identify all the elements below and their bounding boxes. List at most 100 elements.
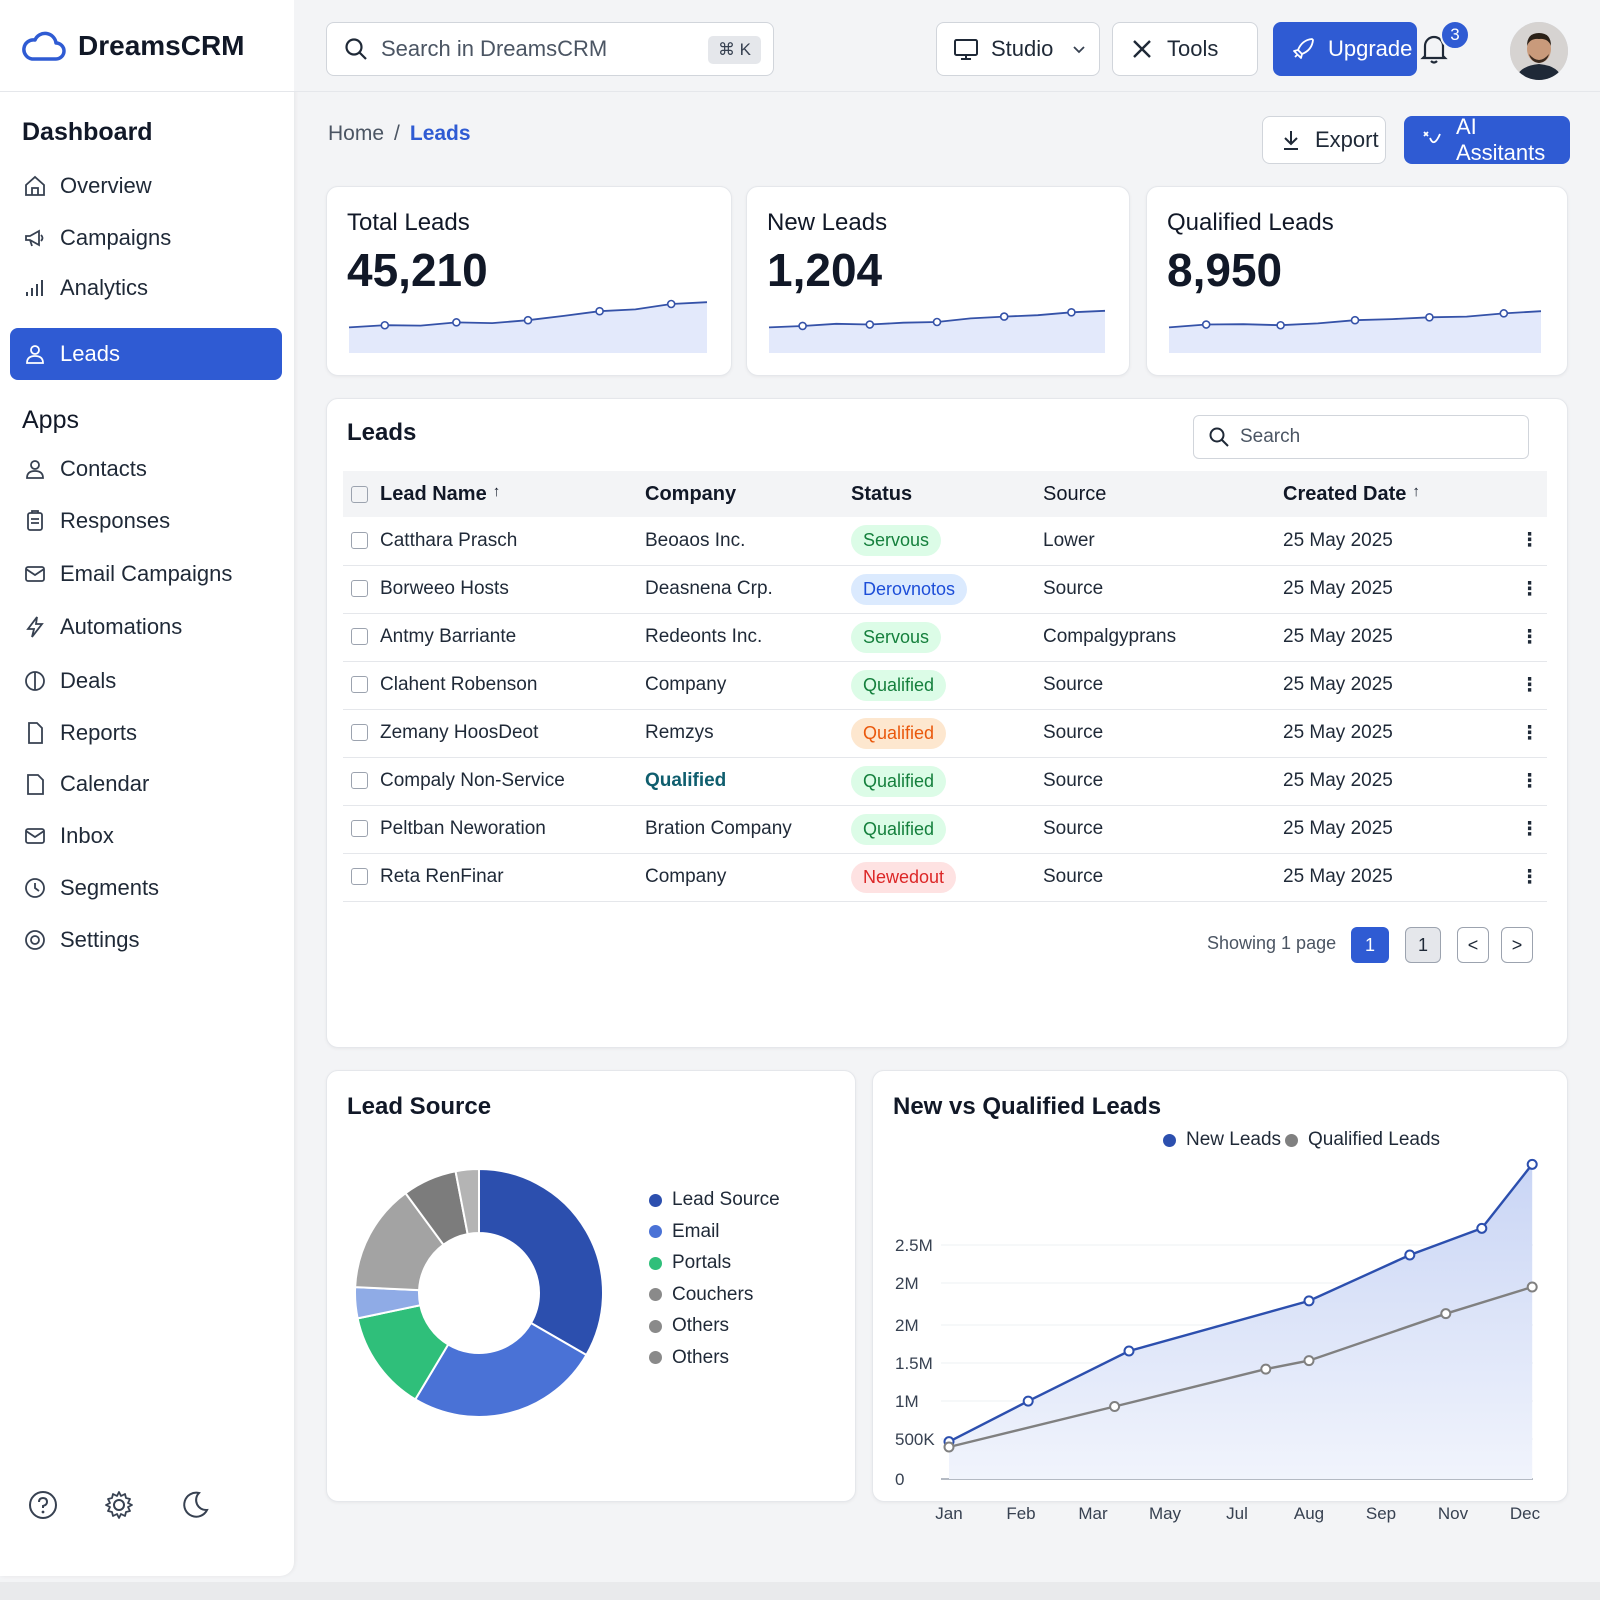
sidebar-item-overview[interactable]: Overview	[10, 160, 282, 212]
table-row[interactable]: Compaly Non-Service Qualified Qualified Sou…	[343, 757, 1547, 805]
sidebar-item-analytics[interactable]: Analytics	[10, 262, 282, 314]
moon-icon[interactable]	[180, 1490, 210, 1520]
logo[interactable]: DreamsCRM	[0, 0, 294, 92]
company-name[interactable]: Qualified	[645, 770, 727, 791]
table-row[interactable]: Clahent Robenson Company Qualified Source 25…	[343, 661, 1547, 709]
row-actions-menu[interactable]: ⋮	[1520, 674, 1539, 696]
sidebar-item-contacts[interactable]: Contacts	[10, 443, 282, 495]
row-checkbox[interactable]	[351, 628, 368, 646]
lead-name[interactable]: Compaly Non-Service	[380, 770, 565, 791]
chart-title: Lead Source	[347, 1093, 492, 1120]
row-actions-menu[interactable]: ⋮	[1520, 578, 1539, 600]
leads-table-body: Catthara Prasch Beoaos Inc. Servous Lower 25…	[343, 517, 1547, 901]
sidebar-item-segments[interactable]: Segments	[10, 862, 282, 914]
y-tick-label: 2.5M	[895, 1236, 933, 1255]
lead-name[interactable]: Zemany HoosDeot	[380, 722, 539, 743]
sidebar-item-calendar[interactable]: Calendar	[10, 758, 282, 810]
table-row[interactable]: Reta RenFinar Company Newedout Source 25 May…	[343, 853, 1547, 901]
studio-dropdown[interactable]: Studio	[936, 22, 1100, 76]
sparkline-point	[798, 321, 807, 331]
lead-name[interactable]: Peltban Neworation	[380, 818, 546, 839]
breadcrumb-home[interactable]: Home	[328, 122, 385, 145]
data-point[interactable]	[1109, 1400, 1121, 1412]
donut-slice[interactable]	[454, 1167, 480, 1236]
data-point[interactable]	[1526, 1158, 1538, 1170]
row-checkbox[interactable]	[351, 580, 368, 598]
data-point[interactable]	[1526, 1281, 1538, 1293]
row-actions-menu[interactable]: ⋮	[1520, 722, 1539, 744]
row-actions-menu[interactable]: ⋮	[1520, 626, 1539, 648]
table-row[interactable]: Zemany HoosDeot Remzys Qualified Source 25 M…	[343, 709, 1547, 757]
data-point[interactable]	[1476, 1222, 1488, 1234]
select-all-checkbox[interactable]	[351, 485, 368, 503]
pagination-next-button[interactable]: >	[1501, 927, 1533, 963]
sidebar-item-settings[interactable]: Settings	[10, 914, 282, 966]
data-point[interactable]	[1123, 1345, 1135, 1357]
avatar[interactable]	[1510, 22, 1568, 80]
row-checkbox[interactable]	[351, 820, 368, 838]
sort-icon[interactable]: ↑	[1412, 482, 1420, 500]
pagination-page-current[interactable]: 1	[1351, 927, 1389, 963]
lead-name[interactable]: Clahent Robenson	[380, 674, 538, 695]
gear-icon[interactable]	[104, 1490, 134, 1520]
table-row[interactable]: Antmy Barriante Redeonts Inc. Servous Compa…	[343, 613, 1547, 661]
lead-name[interactable]: Reta RenFinar	[380, 866, 504, 887]
table-row[interactable]: Peltban Neworation Bration Company Qualifi…	[343, 805, 1547, 853]
help-icon[interactable]	[28, 1490, 58, 1520]
column-header-company[interactable]: Company	[645, 471, 851, 517]
data-point[interactable]	[943, 1441, 955, 1453]
tools-label: Tools	[1167, 36, 1219, 61]
donut-slice[interactable]	[478, 1167, 604, 1357]
column-header-status[interactable]: Status	[851, 471, 1043, 517]
lead-name[interactable]: Borweeo Hosts	[380, 578, 509, 599]
sidebar-item-responses[interactable]: Responses	[10, 495, 282, 547]
leads-search-placeholder: Search	[1240, 426, 1301, 447]
column-header-lead-name[interactable]: Lead Name ↑	[343, 471, 645, 517]
sidebar-item-leads[interactable]: Leads	[10, 328, 282, 380]
data-point[interactable]	[1303, 1295, 1315, 1307]
sparkline-area	[349, 302, 707, 353]
export-button[interactable]: Export	[1262, 116, 1386, 164]
home-icon	[22, 173, 48, 199]
kpi-sparkline	[1168, 309, 1542, 353]
donut-slice[interactable]	[413, 1321, 588, 1418]
data-point[interactable]	[1440, 1308, 1452, 1320]
table-row[interactable]: Catthara Prasch Beoaos Inc. Servous Lower 25…	[343, 517, 1547, 565]
row-checkbox[interactable]	[351, 724, 368, 742]
row-actions-menu[interactable]: ⋮	[1520, 866, 1539, 888]
sidebar-item-deals[interactable]: Deals	[10, 655, 282, 707]
data-point[interactable]	[1303, 1355, 1315, 1367]
ai-assistants-button[interactable]: AI Assitants	[1404, 114, 1570, 165]
sidebar-item-email-campaigns[interactable]: Email Campaigns	[10, 548, 282, 600]
row-checkbox[interactable]	[351, 532, 368, 550]
data-point[interactable]	[1022, 1395, 1034, 1407]
sidebar-item-campaigns[interactable]: Campaigns	[10, 212, 282, 264]
mail-icon	[22, 561, 48, 587]
tools-button[interactable]: Tools	[1112, 22, 1258, 76]
column-header-source[interactable]: Source	[1043, 471, 1283, 517]
sort-icon[interactable]: ↑	[492, 482, 501, 500]
row-checkbox[interactable]	[351, 772, 368, 790]
table-row[interactable]: Borweeo Hosts Deasnena Crp. Derovnotos Sour…	[343, 565, 1547, 613]
lead-name[interactable]: Antmy Barriante	[380, 626, 517, 647]
global-search-input[interactable]: Search in DreamsCRM ⌘ K	[326, 22, 774, 76]
pagination-page[interactable]: 1	[1405, 927, 1441, 963]
row-actions-menu[interactable]: ⋮	[1520, 770, 1539, 792]
upgrade-button[interactable]: Upgrade	[1273, 22, 1417, 76]
sidebar-item-automations[interactable]: Automations	[10, 601, 282, 653]
row-checkbox[interactable]	[351, 868, 368, 886]
bell-icon[interactable]	[1416, 30, 1452, 66]
legend-label: Portals	[672, 1252, 732, 1273]
data-point[interactable]	[1260, 1363, 1272, 1375]
lead-name[interactable]: Catthara Prasch	[380, 529, 518, 551]
sidebar-item-reports[interactable]: Reports	[10, 707, 282, 759]
row-actions-menu[interactable]: ⋮	[1520, 530, 1539, 552]
row-actions-menu[interactable]: ⋮	[1520, 818, 1539, 840]
row-checkbox[interactable]	[351, 676, 368, 694]
legend-item-new-leads: New Leads	[1163, 1129, 1281, 1151]
sidebar-item-inbox[interactable]: Inbox	[10, 810, 282, 862]
pagination-prev-button[interactable]: <	[1457, 927, 1489, 963]
data-point[interactable]	[1404, 1249, 1416, 1261]
column-header-created-date[interactable]: Created Date ↑	[1283, 471, 1513, 517]
leads-search-input[interactable]: Search	[1193, 415, 1529, 459]
